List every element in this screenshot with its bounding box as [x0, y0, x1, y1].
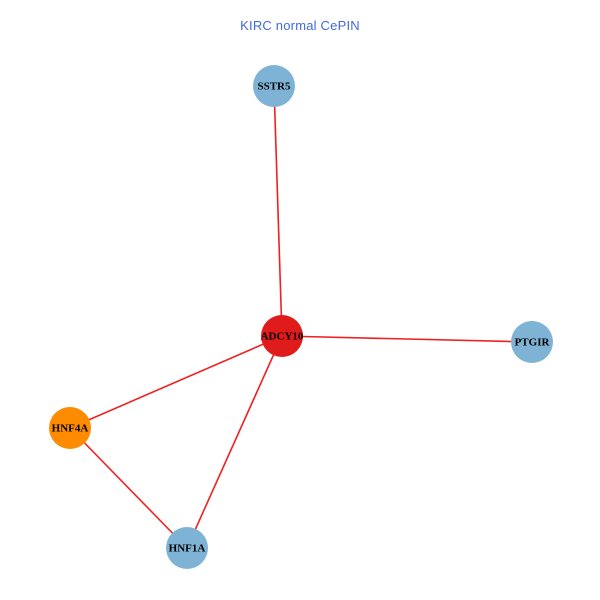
edges-layer: [69, 85, 533, 549]
graph-edge: [186, 335, 283, 549]
graph-node-sstr5[interactable]: [253, 65, 295, 107]
nodes-layer: [49, 65, 553, 569]
graph-node-ptgir[interactable]: [511, 321, 553, 363]
graph-edge: [69, 427, 188, 549]
graph-edge: [273, 85, 283, 337]
graph-edge: [281, 335, 533, 343]
graph-node-hnf4a[interactable]: [49, 407, 91, 449]
graph-node-hnf1a[interactable]: [166, 527, 208, 569]
graph-node-adcy10[interactable]: [261, 315, 303, 357]
plot-title: KIRC normal CePIN: [240, 18, 360, 33]
graph-edge: [69, 335, 283, 429]
